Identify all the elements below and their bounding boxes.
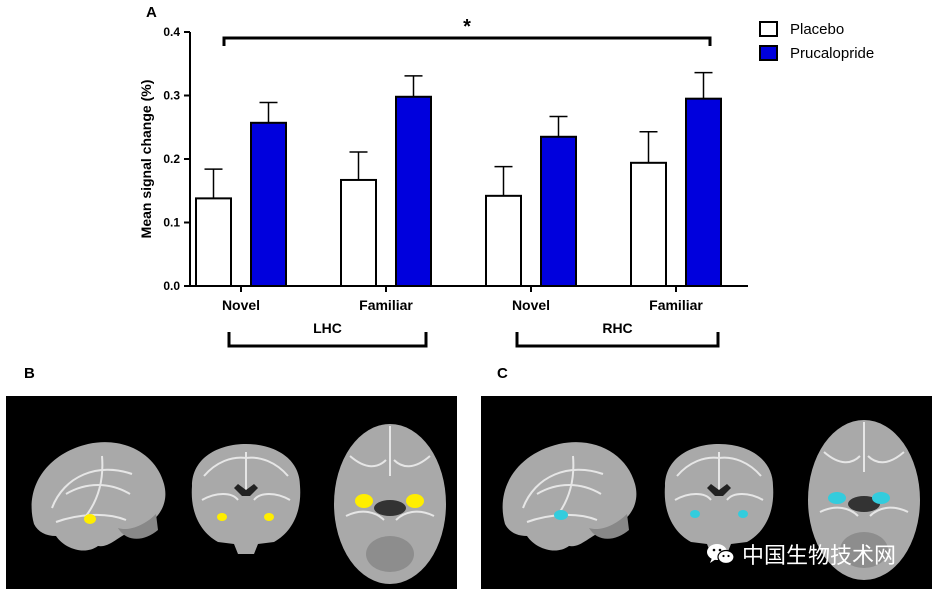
panel-label-a: A: [146, 4, 157, 21]
x-tick-label: Familiar: [359, 297, 413, 313]
group-label: RHC: [602, 320, 632, 336]
sagittal-highlight: [84, 514, 96, 524]
coronal-highlight-left: [217, 513, 227, 521]
wechat-icon: [707, 544, 735, 565]
panel-label-c: C: [497, 365, 508, 382]
sagittal-highlight: [554, 510, 568, 520]
coronal-highlight-left: [690, 510, 700, 518]
significance-bracket: [222, 36, 712, 46]
legend-label: Prucalopride: [790, 45, 874, 62]
group-bracket: [227, 332, 428, 348]
axial-highlight-left: [828, 492, 846, 504]
bar-placebo: [195, 197, 232, 287]
x-tick-label: Novel: [222, 297, 260, 313]
legend-swatch: [759, 21, 778, 37]
y-tick-label: 0.4: [163, 25, 180, 39]
axial-brain-image: [808, 420, 920, 580]
coronal-highlight-right: [264, 513, 274, 521]
y-tick-label: 0.0: [163, 279, 180, 293]
bar-placebo: [630, 161, 667, 287]
panel-label-b: B: [24, 365, 35, 382]
y-axis-label: Mean signal change (%): [138, 80, 154, 239]
coronal-brain-image: [191, 444, 301, 554]
bar-prucalopride: [540, 135, 577, 287]
bar-prucalopride: [395, 95, 432, 287]
group-bracket: [515, 332, 720, 348]
bar-prucalopride: [250, 121, 287, 288]
axial-highlight-left: [355, 494, 373, 508]
chart-annotations: * LHC RHC: [222, 16, 720, 348]
axial-highlight-right: [872, 492, 890, 504]
legend-label: Placebo: [790, 21, 844, 38]
axial-brain-image: [334, 424, 446, 584]
sagittal-brain-image: [31, 442, 166, 551]
y-tick-label: 0.1: [163, 216, 180, 230]
significance-marker: *: [463, 16, 471, 38]
watermark-text: 中国生物技术网: [742, 544, 897, 569]
watermark: 中国生物技术网: [706, 538, 896, 570]
coronal-highlight-right: [738, 510, 748, 518]
chart-bars: [195, 71, 722, 288]
bar-placebo: [340, 178, 377, 287]
y-tick-label: 0.3: [163, 89, 180, 103]
x-tick-label: Familiar: [649, 297, 703, 313]
x-tick-label: Novel: [512, 297, 550, 313]
bar-placebo: [485, 194, 522, 287]
sagittal-brain-image: [502, 442, 637, 551]
bar-prucalopride: [685, 97, 722, 287]
brain-panel-c: [481, 396, 932, 589]
axial-highlight-right: [406, 494, 424, 508]
group-label: LHC: [313, 320, 342, 336]
coronal-brain-image: [664, 444, 774, 554]
chart-legend: Placebo Prucalopride: [759, 21, 874, 62]
y-tick-label: 0.2: [163, 152, 180, 166]
bar-chart: 0.0 0.1 0.2 0.3 0.4 Mean signal change (%) Nov…: [138, 16, 874, 348]
legend-swatch: [759, 45, 778, 61]
brain-panel-b: [6, 396, 457, 589]
